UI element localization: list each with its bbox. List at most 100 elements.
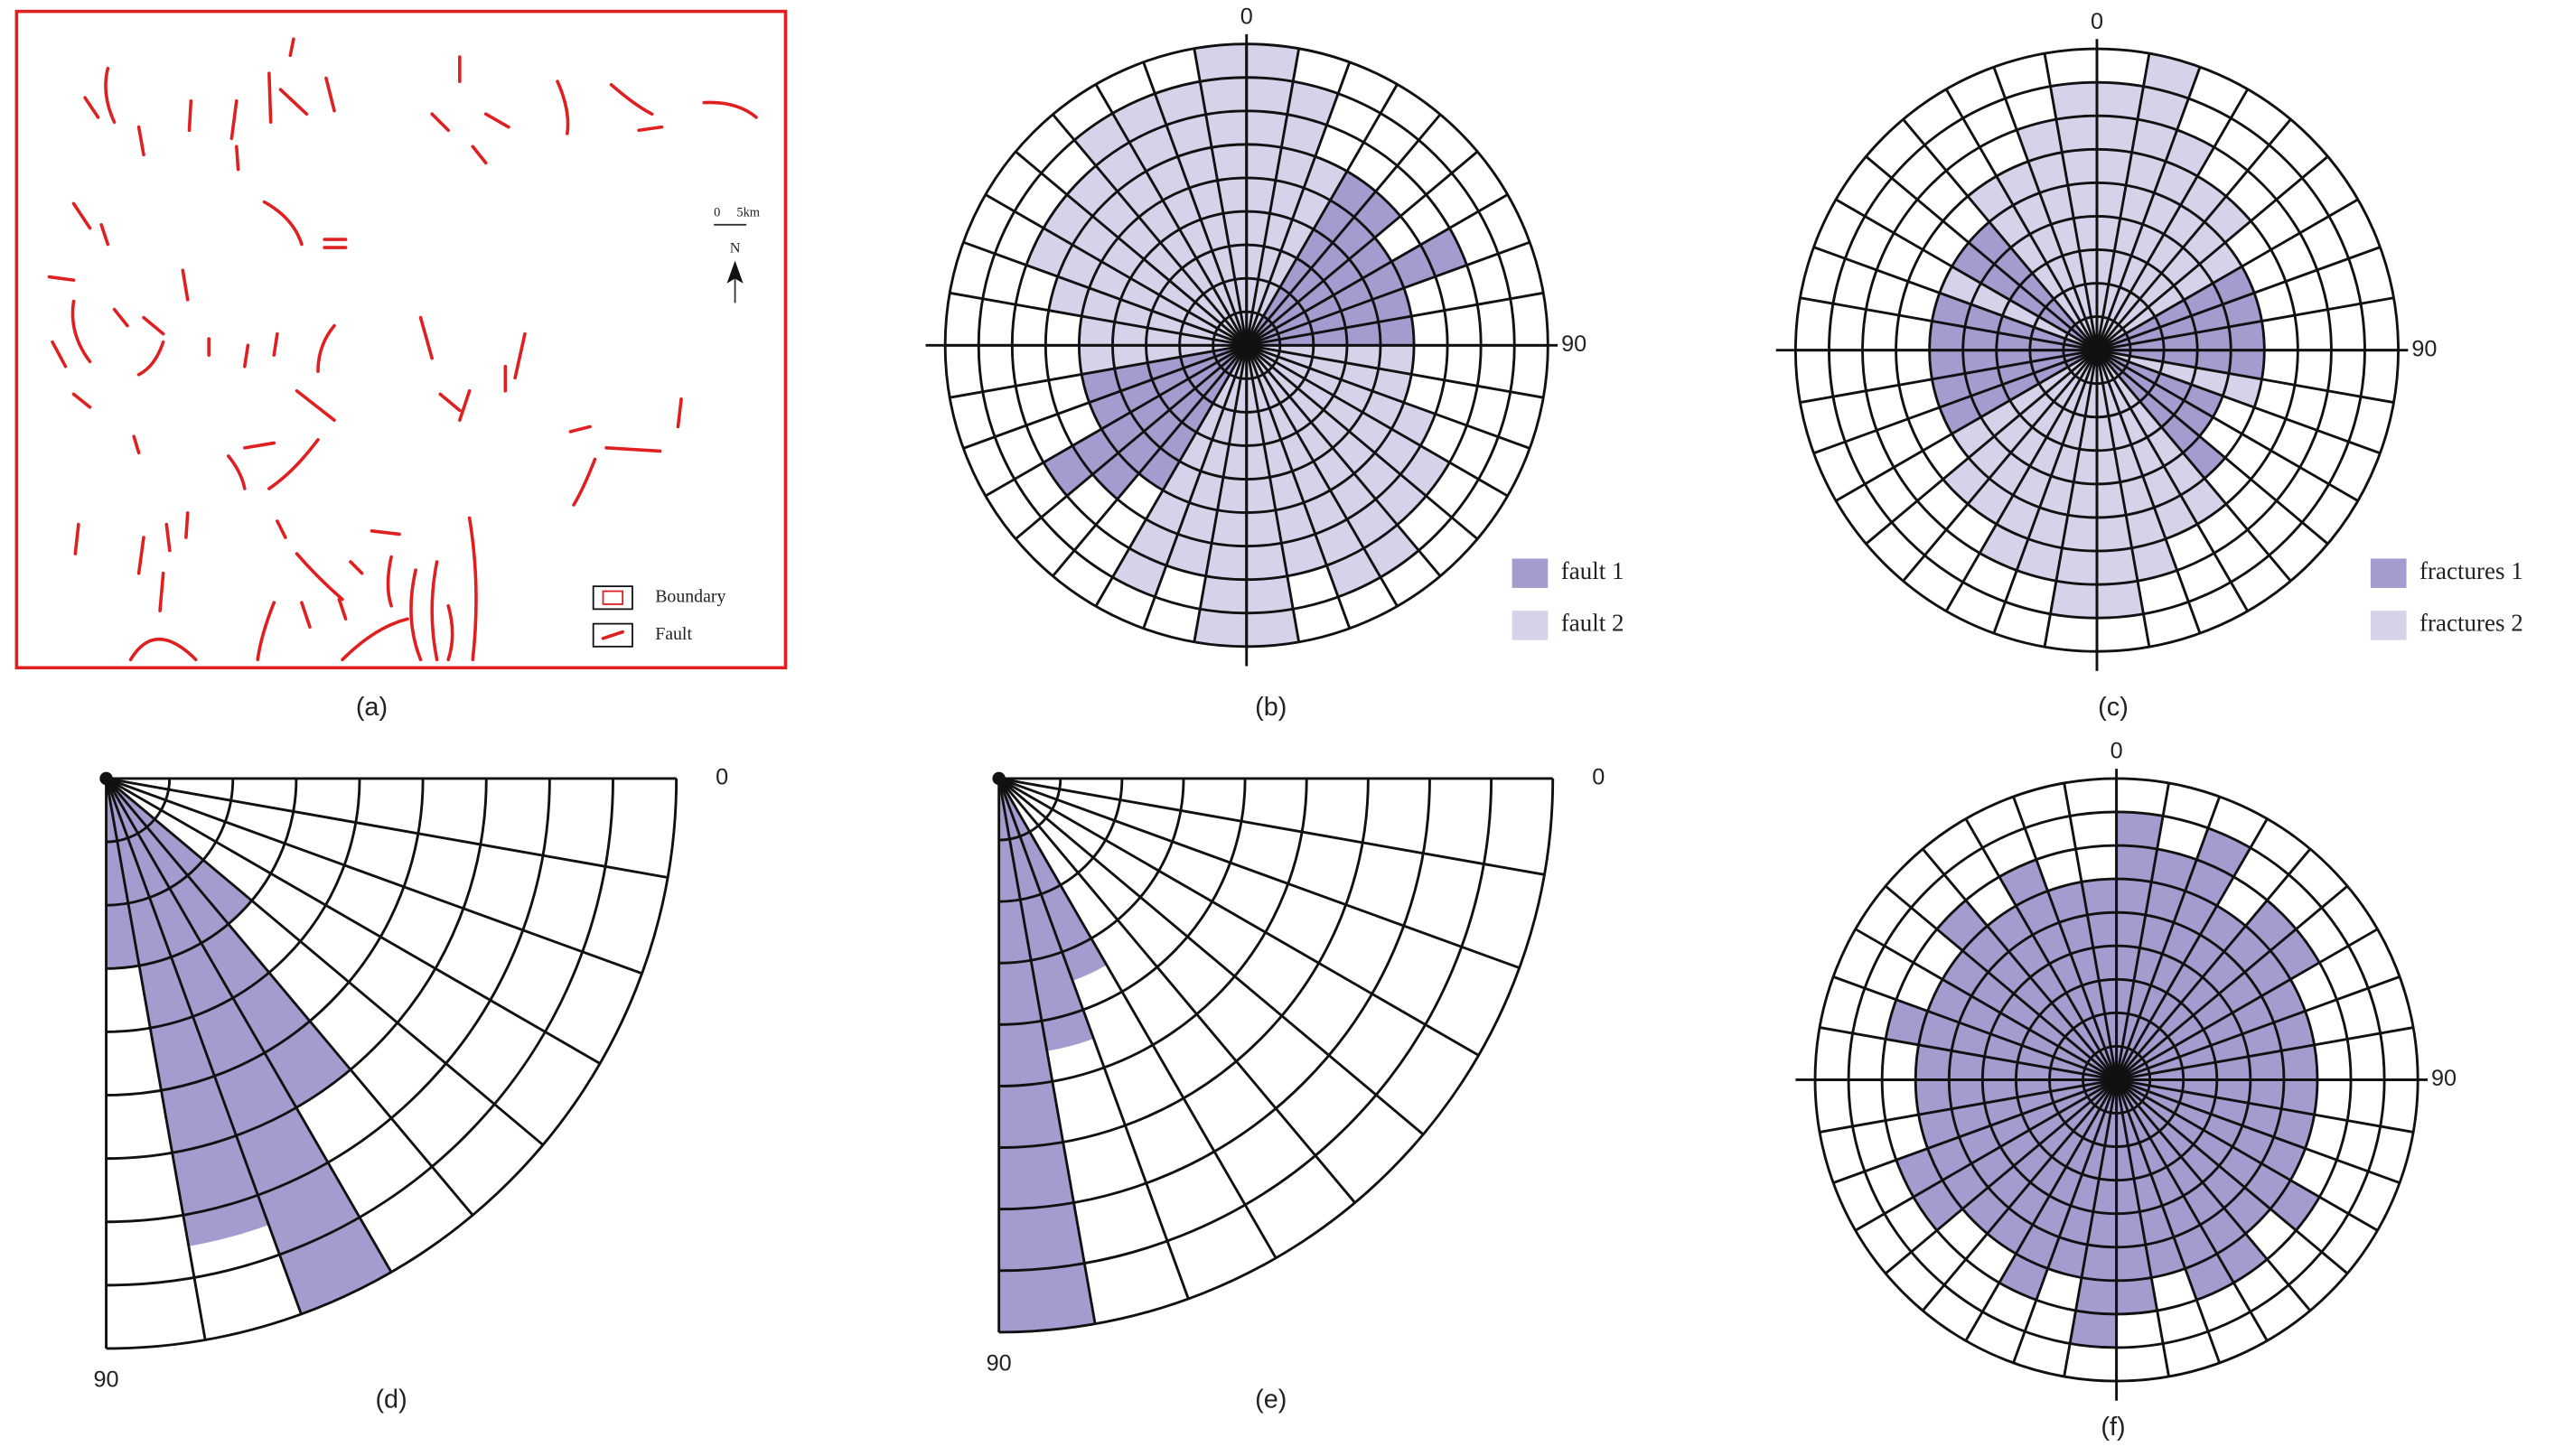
spoke [2095,349,2250,612]
panel-label: (c) [2098,693,2129,722]
legend-swatch [2370,558,2407,588]
spoke [2095,89,2250,351]
sector [1962,1079,2117,1234]
sector [1044,194,1247,346]
sector [2116,1079,2320,1231]
rose-chart: 0 90 (d) [94,765,729,1414]
sector [1044,345,1247,497]
spoke [1245,344,1352,630]
sector [1998,1079,2117,1301]
spoke [2096,246,2381,352]
ring [998,778,1062,842]
sector [1998,859,2117,1080]
spoke [2095,350,2202,634]
spoke [1855,928,2118,1081]
spoke [106,777,643,975]
spoke [997,778,1190,1300]
spoke [1885,1078,2118,1275]
spoke [1835,349,2098,502]
sector [106,778,392,1314]
spoke [2096,155,2329,351]
ring [106,778,298,970]
sector [1979,350,2097,571]
sector [1968,176,2097,350]
spoke [1193,48,1249,346]
panel-label: (d) [375,1385,407,1414]
sector [1996,161,2097,350]
spoke [1245,344,1442,577]
spoke [2095,118,2292,351]
sector [2096,350,2198,539]
north-arrow [726,260,744,284]
spoke [1964,1078,2118,1342]
sector [1092,345,1247,499]
tick-label: 90 [1561,331,1586,357]
spoke [2116,1026,2414,1081]
spoke [1246,291,1544,347]
tick-label: 90 [2431,1066,2457,1091]
spoke [2115,848,2312,1081]
spoke [105,777,601,1065]
rose-chart: 0 90 (f) [1795,739,2457,1442]
legend-label: fractures 2 [2419,610,2523,637]
spoke [105,778,393,1274]
spoke [1246,240,1530,347]
panel-label: (b) [1255,693,1287,722]
tick-label: 90 [987,1351,1012,1377]
ring [998,778,1247,1026]
spoke [1245,83,1399,346]
sector [2096,196,2251,350]
spoke [2096,349,2381,455]
rose-chart: 0 90 (b) fault 1 fault 2 [925,5,1624,722]
map-boundary [14,9,788,670]
center-hub [99,771,113,786]
spoke [2096,349,2359,502]
ring [998,778,1124,903]
sector [1246,345,1436,446]
sector [1246,156,1347,346]
sector [2116,1079,2306,1181]
sector [1936,900,2117,1080]
spoke [2116,1078,2401,1184]
sector [1913,1079,2117,1231]
spoke [1813,349,2098,455]
map-panel: 0 5km N Boundary Fault (a) [14,9,788,722]
tick-label: 90 [94,1367,119,1393]
ring [106,778,235,907]
spoke [1922,848,2118,1081]
spoke [997,778,1278,1259]
spoke [2095,349,2292,583]
panel-label: (f) [2101,1413,2125,1442]
sector [1074,113,1247,346]
spoke [2043,52,2099,350]
spoke [1865,155,2098,351]
spoke [2115,782,2170,1080]
spoke [949,291,1247,347]
sector [998,778,1107,981]
spoke [1245,344,1399,607]
sector [1951,350,2097,458]
spoke [1832,1078,2118,1184]
spoke [2012,796,2118,1080]
spoke [1142,61,1249,346]
spoke [2115,928,2379,1081]
spoke [1819,1026,2117,1081]
legend-fault-icon [601,630,624,640]
sector [2096,350,2225,479]
sector [1951,242,2097,350]
spoke [1094,83,1248,346]
sector [1246,345,1419,578]
spoke [1246,344,1509,498]
spoke [2116,975,2401,1081]
scale-label: 5km [736,206,760,220]
ring [106,778,551,1224]
tick-label: 0 [2091,9,2103,34]
sector [1246,345,1427,526]
spoke [1246,343,1530,450]
sector [2096,242,2242,350]
legend-swatch [1511,558,1549,588]
sector [1969,221,2097,350]
sector [106,778,351,1108]
ring [106,778,488,1161]
